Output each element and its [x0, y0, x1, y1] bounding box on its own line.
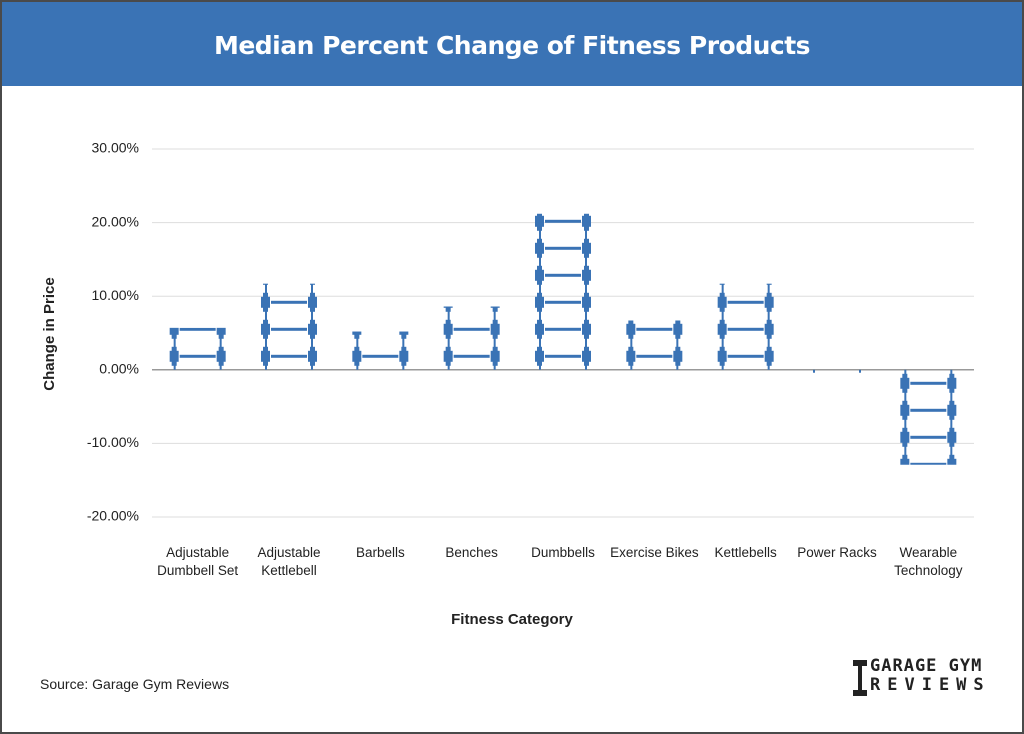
source-note: Source: Garage Gym Reviews	[40, 676, 230, 692]
bar	[261, 283, 317, 370]
y-tick-label: -20.00%	[87, 508, 139, 524]
bar	[900, 369, 957, 465]
y-axis-title: Change in Price	[41, 277, 58, 390]
bar	[169, 327, 226, 370]
y-tick-label: 0.00%	[99, 361, 139, 377]
bar	[352, 331, 409, 370]
logo: GARAGE GYM REVIEWS	[870, 657, 991, 695]
y-tick-label: 10.00%	[92, 287, 139, 303]
bar	[626, 320, 683, 370]
x-tick-label: Adjustable Dumbbell Set	[157, 545, 239, 578]
x-tick-label: Benches	[445, 545, 498, 560]
y-tick-label: 30.00%	[92, 140, 139, 156]
x-tick-label: Kettlebells	[714, 545, 777, 560]
logo-icon	[853, 660, 867, 696]
x-tick-label: Wearable Technology	[894, 545, 963, 578]
logo-line: REVIEWS	[870, 675, 991, 695]
x-tick-label: Exercise Bikes	[610, 545, 699, 560]
x-tick-label: Dumbbells	[531, 545, 595, 560]
logo-line: GARAGE GYM	[870, 656, 983, 676]
x-tick-label: Power Racks	[797, 545, 877, 560]
bar	[535, 213, 591, 370]
x-tick-label: Adjustable Kettlebell	[257, 545, 321, 578]
x-tick-label: Barbells	[355, 545, 405, 560]
y-tick-label: -10.00%	[87, 434, 139, 450]
y-tick-label: 20.00%	[92, 213, 139, 229]
bar	[717, 283, 774, 370]
bar	[809, 369, 865, 373]
chart-title: Median Percent Change of Fitness Product…	[2, 2, 1022, 86]
bar	[443, 306, 500, 370]
x-axis-title: Fitness Category	[451, 611, 573, 628]
